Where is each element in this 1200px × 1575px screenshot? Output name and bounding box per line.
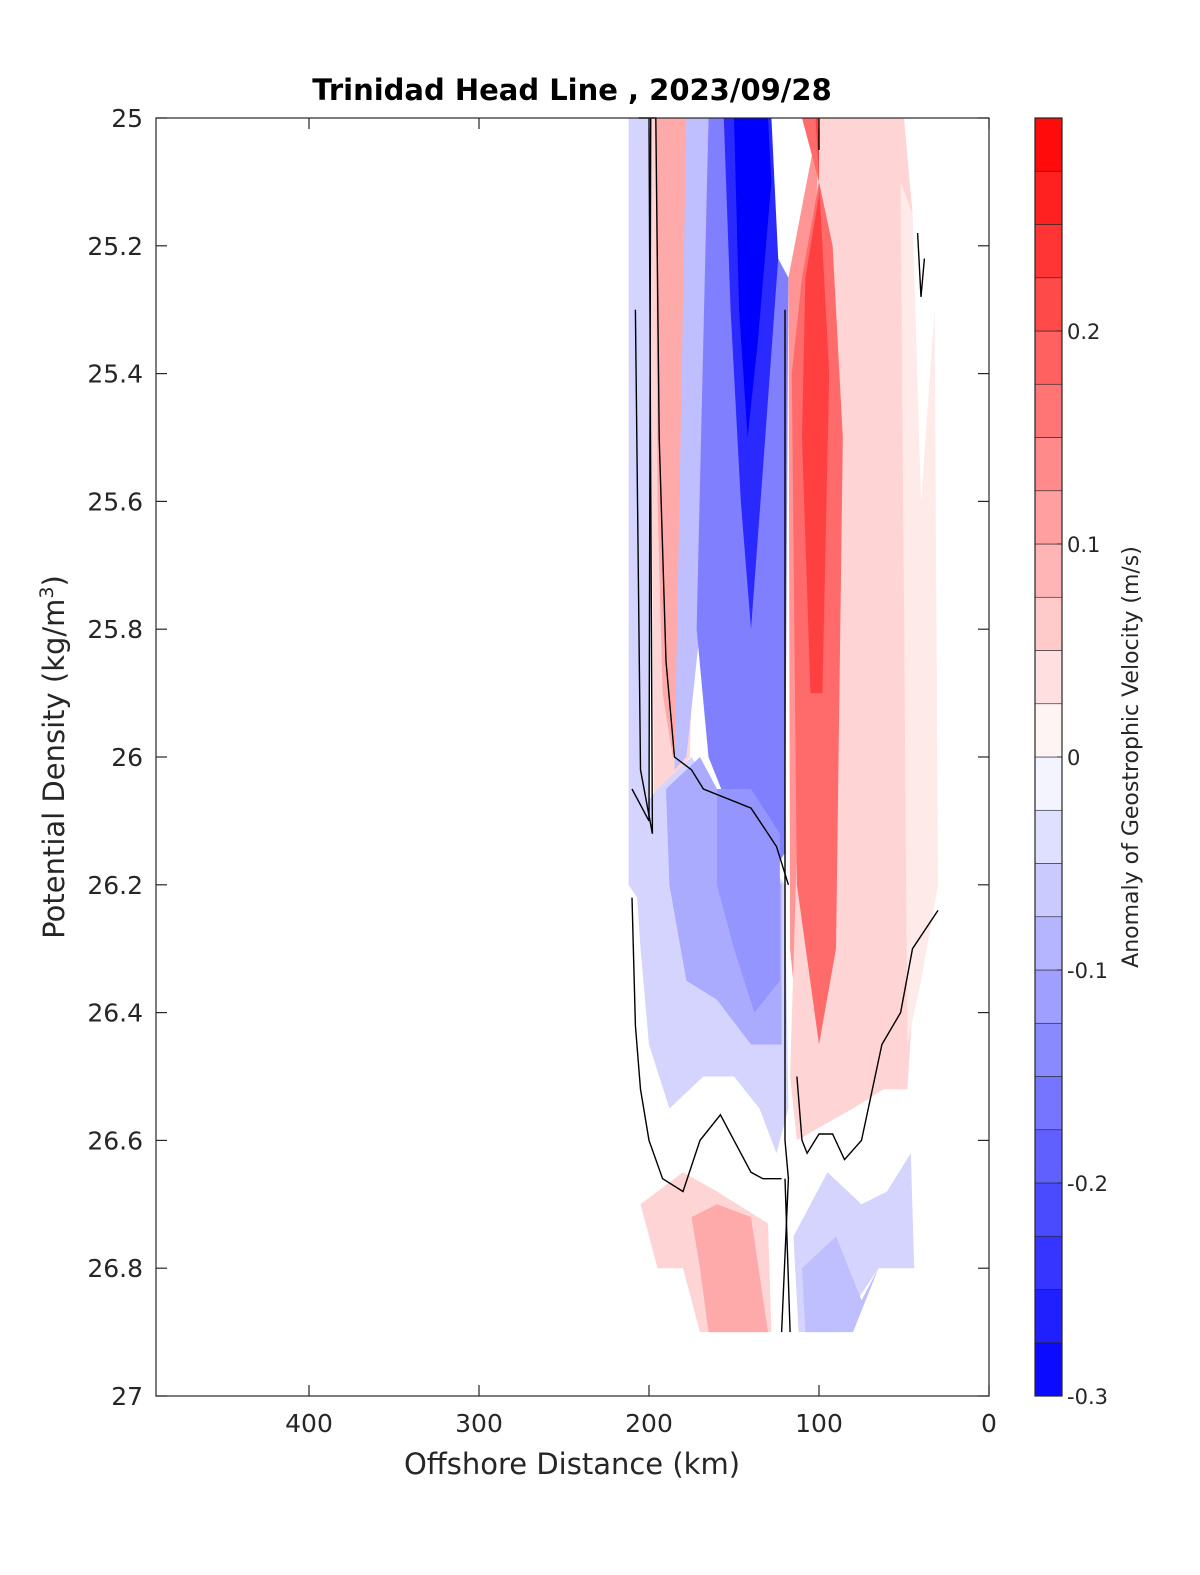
colorbar-segment bbox=[1034, 863, 1063, 918]
zero-contour-2 bbox=[638, 117, 790, 886]
x-axis-label: Offshore Distance (km) bbox=[404, 1447, 740, 1481]
colorbar-tick-label: -0.1 bbox=[1067, 959, 1108, 983]
colorbar-tick-label: -0.3 bbox=[1067, 1385, 1108, 1409]
colorbar-segment bbox=[1034, 596, 1063, 651]
colorbar-segment bbox=[1034, 756, 1063, 811]
zero-contour-0 bbox=[634, 117, 654, 834]
colorbar-segment bbox=[1034, 543, 1063, 598]
zero-contour-8 bbox=[916, 232, 926, 297]
velocity-region-6 bbox=[734, 118, 772, 438]
colorbar-label: Anomaly of Geostrophic Velocity (m/s) bbox=[1119, 546, 1144, 968]
colorbar-segment bbox=[1034, 650, 1063, 705]
y-tick-label: 26.6 bbox=[87, 1126, 143, 1155]
colorbar-segment bbox=[1034, 916, 1063, 971]
colorbar-segment bbox=[1034, 1289, 1063, 1344]
x-axis: 400 300 200 100 0 bbox=[285, 118, 997, 1438]
y-axis: 25 25.2 25.4 25.6 25.8 26 26.2 26.4 26.6 26.8 27 bbox=[87, 104, 989, 1411]
y-tick-label: 25.6 bbox=[87, 487, 143, 516]
colorbar-segment bbox=[1034, 969, 1063, 1024]
x-tick-label: 400 bbox=[285, 1409, 333, 1438]
velocity-region-9 bbox=[717, 789, 780, 1013]
velocity-field bbox=[628, 118, 938, 1333]
colorbar-segment bbox=[1034, 330, 1063, 385]
chart-title: Trinidad Head Line , 2023/09/28 bbox=[312, 73, 832, 107]
colorbar-segment bbox=[1034, 1342, 1063, 1397]
colorbar-tick-label: 0 bbox=[1067, 746, 1080, 770]
colorbar-segment bbox=[1034, 490, 1063, 545]
colorbar-tick-label: 0.1 bbox=[1067, 533, 1100, 557]
zero-contour-6 bbox=[784, 1178, 791, 1333]
velocity-region-12 bbox=[900, 181, 938, 1045]
y-tick-label: 25.2 bbox=[87, 232, 143, 261]
zero-contours bbox=[631, 117, 939, 1333]
y-axis-label: Potential Density (kg/m3) bbox=[36, 575, 71, 939]
zero-contour-1 bbox=[631, 117, 652, 822]
colorbar-segment bbox=[1034, 224, 1063, 279]
colorbar-segment bbox=[1034, 437, 1063, 492]
zero-contour-3 bbox=[780, 309, 790, 1333]
y-tick-label: 25.8 bbox=[87, 615, 143, 644]
y-axis-label-close: ) bbox=[37, 575, 71, 586]
colorbar-ticks: -0.3 -0.2 -0.1 0 0.1 0.2 bbox=[1057, 320, 1108, 1409]
zero-contour-5 bbox=[631, 897, 782, 1193]
y-tick-label: 27 bbox=[111, 1382, 143, 1411]
velocity-region-14 bbox=[802, 118, 830, 694]
colorbar-segment bbox=[1034, 703, 1063, 758]
x-tick-label: 200 bbox=[625, 1409, 673, 1438]
colorbar-segment bbox=[1034, 1235, 1063, 1290]
colorbar-segment bbox=[1034, 277, 1063, 332]
y-axis-label-superscript: 3 bbox=[36, 586, 58, 598]
y-tick-label: 26.8 bbox=[87, 1254, 143, 1283]
x-tick-label: 300 bbox=[455, 1409, 503, 1438]
colorbar-segment bbox=[1034, 1182, 1063, 1237]
velocity-region-16 bbox=[691, 1204, 768, 1333]
y-tick-label: 25 bbox=[111, 104, 143, 133]
colorbar-segment bbox=[1034, 170, 1063, 225]
y-tick-label: 26 bbox=[111, 743, 143, 772]
colorbar-segment bbox=[1034, 117, 1063, 172]
y-tick-label: 26.4 bbox=[87, 999, 143, 1028]
zero-contour-7 bbox=[796, 910, 939, 1161]
y-tick-label: 25.4 bbox=[87, 360, 143, 389]
velocity-region-18 bbox=[802, 1236, 879, 1333]
y-tick-label: 26.2 bbox=[87, 871, 143, 900]
colorbar-tick-label: -0.2 bbox=[1067, 1172, 1108, 1196]
colorbar-tick-label: 0.2 bbox=[1067, 320, 1100, 344]
colorbar-segment bbox=[1034, 1129, 1063, 1184]
colorbar-segment bbox=[1034, 383, 1063, 438]
x-tick-label: 0 bbox=[981, 1409, 997, 1438]
y-axis-label-main: Potential Density (kg/m bbox=[37, 599, 71, 939]
colorbar-segment bbox=[1034, 1022, 1063, 1077]
x-tick-label: 100 bbox=[795, 1409, 843, 1438]
velocity-region-0 bbox=[628, 118, 649, 898]
colorbar-segment bbox=[1034, 809, 1063, 864]
colorbar-segment bbox=[1034, 1076, 1063, 1131]
